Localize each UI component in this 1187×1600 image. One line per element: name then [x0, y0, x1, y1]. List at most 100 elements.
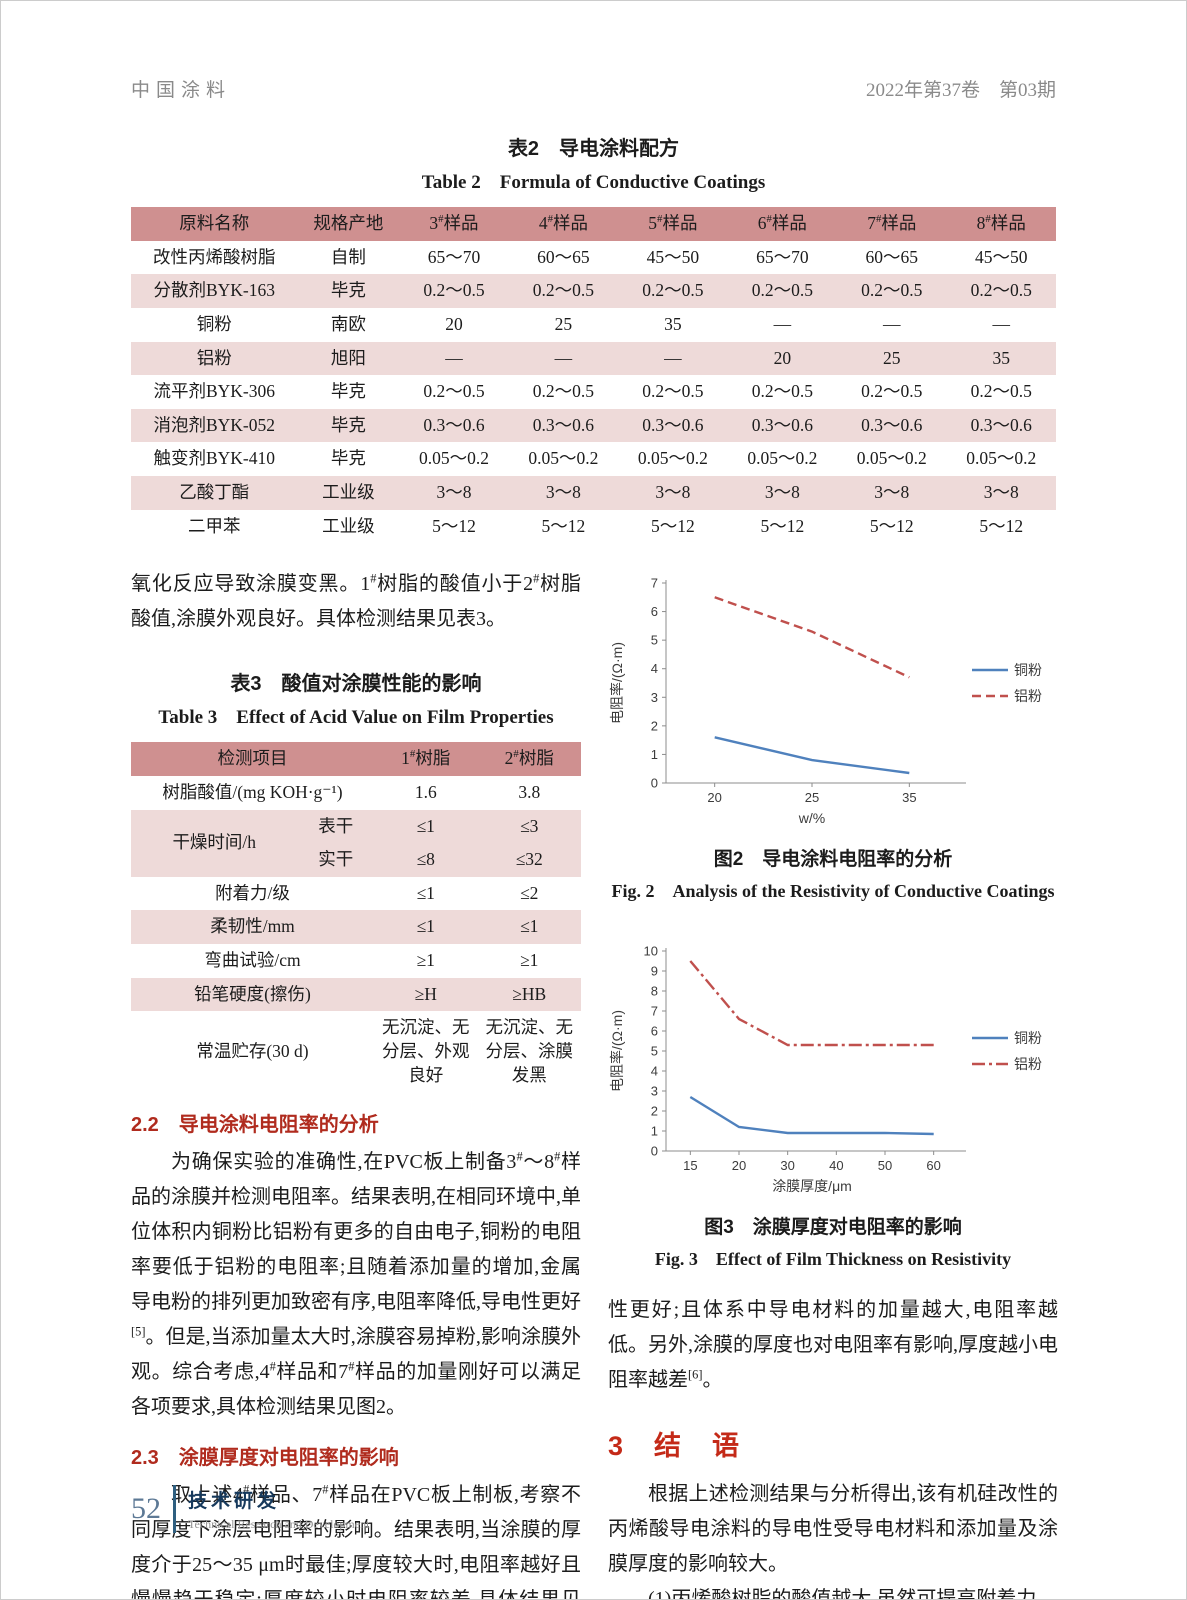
table2-header-cell: 4#样品	[508, 207, 619, 241]
table2-cell: 3～8	[727, 476, 838, 510]
table2-cell: 3～8	[837, 476, 947, 510]
table2-cell: 毕克	[330, 381, 366, 402]
table2-title-en: Table 2 Formula of Conductive Coatings	[421, 172, 766, 193]
svg-text:7: 7	[651, 576, 658, 591]
svg-text:5: 5	[651, 1044, 658, 1059]
table2-header-cell: 6#样品	[727, 207, 838, 241]
table2-cell: 0.3～0.6	[618, 408, 728, 443]
footer-divider	[173, 1485, 176, 1533]
table2-cell: 3～8	[399, 476, 509, 510]
svg-text:铝粉: 铝粉	[1014, 688, 1042, 704]
table2-cell: 25	[554, 313, 573, 334]
svg-text:3: 3	[651, 690, 658, 705]
table2-cell: 35	[664, 313, 682, 334]
section-3-paragraph-1: 根据上述检测结果与分析得出,该有机硅改性的丙烯酸导电涂料的导电性受导电材料和添加…	[608, 1483, 1058, 1576]
svg-text:1: 1	[651, 1124, 658, 1139]
table2-cell: 0.05～0.2	[966, 448, 1037, 469]
series-line-铝粉	[714, 596, 910, 679]
table2-row: 消泡剂BYK-052 毕克 0.3～0.6 0.3～0.6 0.3～0.6 0.3～0.6…	[131, 408, 1056, 443]
table2-header-cell: 规格产地	[297, 207, 400, 241]
table2-cell: 0.05～0.2	[747, 448, 818, 469]
table2-cell: 5～12	[541, 515, 586, 536]
table3-row: 铅笔硬度(擦伤) ≥H ≥HB	[131, 977, 581, 1012]
table2-cell: 0.2～0.5	[399, 274, 509, 308]
svg-text:9: 9	[651, 964, 658, 979]
table2-cell: 45～50	[975, 246, 1028, 267]
svg-text:20: 20	[732, 1158, 746, 1173]
section-2-3-heading: 2.3 涂膜厚度对电阻率的影响	[131, 1447, 399, 1470]
table2-cell: 0.2～0.5	[727, 274, 838, 308]
table2-cell: —	[773, 313, 792, 334]
table3-value-cell: ≤1	[374, 809, 478, 844]
table2-cell: 0.3～0.6	[837, 408, 947, 443]
figure-2: 0 1 2 3 4 5 6 7 20 25 35 铜粉 铝粉 w/% 电阻率/(Ω·m) 图2 导电涂料电阻…	[608, 571, 1058, 903]
table2-cell: 乙酸丁酯	[131, 476, 298, 510]
table3-row: 树脂酸值/(mg KOH·g⁻¹) 1.6 3.8	[131, 776, 581, 810]
table3-value-cell: 无沉淀、无分层、外观良好	[382, 1017, 470, 1085]
svg-text:20: 20	[707, 790, 721, 805]
section-2-3-body: 取上述4#样品、7#样品在PVC板上制板,考察不同厚度下涂层电阻率的影响。结果表…	[131, 1482, 582, 1599]
table2-cell: 0.2～0.5	[970, 381, 1032, 402]
table2-cell: 毕克	[330, 448, 366, 469]
table3-row: 常温贮存(30 d) 无沉淀、无分层、外观良好 无沉淀、无分层、涂膜发黑	[131, 1011, 581, 1092]
table2-cell: 旭阳	[297, 341, 400, 376]
section-3-heading: 3 结 语	[608, 1431, 742, 1462]
figure2-caption-cn: 图2 导电涂料电阻率的分析	[713, 849, 953, 871]
table3-title-en: Table 3 Effect of Acid Value on Film Pro…	[158, 707, 554, 729]
table2-cell: 25	[837, 341, 947, 376]
table3-item-cell: 附着力/级	[215, 882, 290, 903]
table3-value-cell: ≤2	[520, 882, 539, 903]
table2-cell: 5～12	[979, 515, 1024, 536]
svg-text:1: 1	[651, 747, 658, 762]
table2-cell: 0.05～0.2	[418, 448, 489, 469]
table3-row: 干燥时间/h 表干 ≤1 ≤3	[131, 809, 581, 877]
table3-item-cell: 铅笔硬度(擦伤)	[131, 977, 374, 1012]
table2-header-cell: 原料名称	[131, 207, 298, 241]
footer-section: 技术研发 Technical Research and Development	[188, 1486, 369, 1532]
table2-header-cell: 3#样品	[399, 207, 509, 241]
svg-text:40: 40	[829, 1158, 843, 1173]
table3-header-cell: 2#树脂	[477, 742, 581, 776]
table2-row: 铝粉 旭阳 — — —20 25 35	[131, 341, 1056, 376]
table2-row: 流平剂BYK-306 毕克 0.2～0.5 0.2～0.5 0.2～0.5 0.2～0.5…	[131, 375, 1056, 409]
page-header: 中国涂料 2022年第37卷 第03期	[131, 1, 1056, 102]
table3-value-cell: ≥1	[416, 950, 435, 970]
table3-row: 实干 ≤8 ≤32	[131, 843, 581, 877]
table3-item-cell: 柔韧性/mm	[131, 910, 374, 944]
table2-cell: 自制	[330, 246, 366, 267]
table3-value-cell: ≤1	[374, 910, 478, 944]
series-line-铜粉	[689, 1096, 934, 1136]
table3-header-row: 检测项目 1#树脂 2#树脂	[131, 742, 581, 776]
table2-cell: 触变剂BYK-410	[153, 448, 276, 469]
svg-text:涂膜厚度/μm: 涂膜厚度/μm	[772, 1178, 852, 1194]
table3-value-cell: ≥H	[374, 977, 478, 1012]
table2-cell: 工业级	[322, 515, 375, 536]
table2-row: 二甲苯 工业级 5～12 5～12 5～12 5～12 5～12 5～12	[131, 510, 1056, 544]
table2-cell: 5～12	[432, 515, 476, 536]
svg-text:60: 60	[926, 1158, 940, 1173]
table3-row: 柔韧性/mm ≤1 ≤1	[131, 910, 581, 944]
svg-text:铝粉: 铝粉	[1014, 1056, 1042, 1072]
table2-cell: 毕克	[297, 408, 400, 443]
table2-cell: 0.3～0.6	[946, 408, 1056, 443]
series-line-铜粉	[714, 736, 910, 775]
footer-section-cn: 技术研发	[188, 1491, 281, 1512]
table2-cell: 0.2～0.5	[751, 381, 813, 402]
svg-text:4: 4	[651, 661, 658, 676]
series-line-铝粉	[689, 960, 934, 1047]
table2-cell: 0.2～0.5	[642, 381, 704, 402]
table3-row: 弯曲试验/cm ≥1 ≥1	[131, 944, 581, 978]
svg-text:铜粉: 铜粉	[1014, 1030, 1042, 1046]
table3-item-cell: 树脂酸值/(mg KOH·g⁻¹)	[162, 781, 343, 802]
table3-block: 表3 酸值对涂膜性能的影响 Table 3 Effect of Acid Val…	[131, 667, 581, 1092]
svg-text:电阻率/(Ω·m): 电阻率/(Ω·m)	[609, 642, 625, 724]
svg-text:8: 8	[651, 984, 658, 999]
table2-header-cell: 5#样品	[618, 207, 728, 241]
table2-cell: —	[508, 341, 619, 376]
section-2-2-body: 为确保实验的准确性,在PVC板上制备3#～8#样品的涂膜并检测电阻率。结果表明,…	[131, 1149, 582, 1419]
table2-cell: 0.2～0.5	[861, 381, 923, 402]
table3-item-cell: 常温贮存(30 d)	[196, 1040, 309, 1061]
svg-text:25: 25	[805, 790, 819, 805]
table2-row: 乙酸丁酯 工业级 3～8 3～8 3～8 3～8 3～8 3～8	[131, 476, 1056, 510]
